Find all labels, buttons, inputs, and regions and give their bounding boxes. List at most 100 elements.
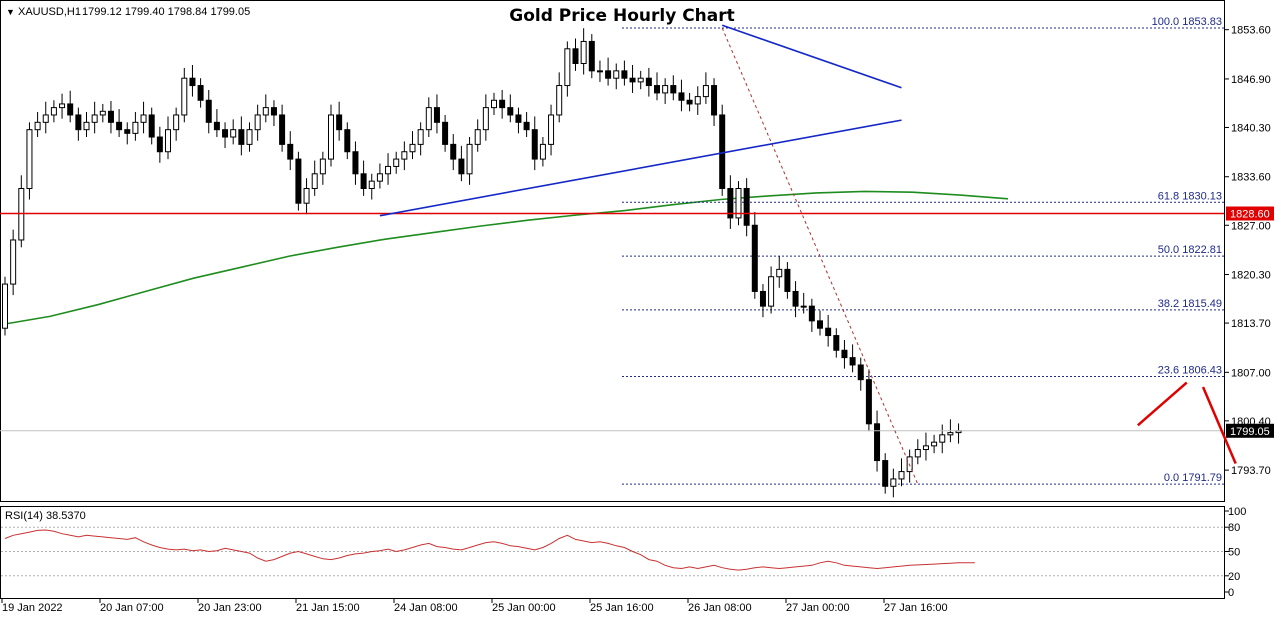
candle bbox=[694, 86, 701, 115]
rsi-tick-label: 20 bbox=[1228, 571, 1240, 583]
candle bbox=[344, 122, 351, 160]
candle bbox=[596, 60, 603, 82]
bear-candle-body bbox=[808, 305, 815, 322]
candle bbox=[817, 310, 823, 336]
dropdown-arrow-icon[interactable]: ▼ bbox=[6, 7, 15, 17]
time-tick-label: 26 Jan 08:00 bbox=[688, 602, 752, 614]
bull-candle-body bbox=[417, 129, 424, 145]
bear-candle-body bbox=[189, 77, 196, 87]
projection-lines bbox=[1137, 381, 1237, 464]
candle bbox=[499, 89, 506, 119]
candle bbox=[857, 357, 864, 391]
time-tick-label: 25 Jan 16:00 bbox=[590, 602, 654, 614]
candle bbox=[287, 131, 294, 171]
candle bbox=[458, 145, 465, 182]
bull-candle-body bbox=[409, 143, 416, 153]
bear-candle-body bbox=[295, 158, 302, 204]
bull-candle-body bbox=[548, 114, 555, 145]
time-tick-label: 27 Jan 16:00 bbox=[884, 602, 948, 614]
candle bbox=[654, 72, 660, 101]
candle bbox=[83, 112, 90, 138]
candle bbox=[621, 60, 628, 86]
candle bbox=[295, 151, 302, 211]
candle bbox=[955, 423, 962, 444]
bull-candle-body bbox=[91, 114, 98, 123]
candle bbox=[205, 89, 212, 134]
candle bbox=[385, 153, 392, 185]
candle bbox=[727, 175, 734, 229]
bull-candle-body bbox=[230, 129, 237, 138]
candle bbox=[743, 178, 750, 237]
bear-candle-body bbox=[874, 423, 881, 462]
bear-candle-body bbox=[107, 110, 114, 123]
bear-candle-body bbox=[857, 364, 864, 381]
time-tick-label: 19 Jan 2022 bbox=[2, 602, 63, 614]
price-pane bbox=[0, 0, 1225, 502]
candle bbox=[808, 298, 815, 332]
rsi-label: RSI(14) 38.5370 bbox=[5, 510, 86, 522]
candle bbox=[833, 328, 840, 358]
bull-candle-body bbox=[140, 114, 147, 123]
bear-candle-body bbox=[833, 335, 840, 351]
bull-candle-body bbox=[173, 114, 180, 131]
candle bbox=[588, 34, 595, 79]
fib-level-label: 100.0 1853.83 bbox=[1152, 16, 1222, 28]
candle bbox=[270, 100, 277, 126]
symbol-label: XAUUSD,H1 bbox=[18, 6, 81, 18]
bull-candle-body bbox=[947, 432, 954, 436]
fibonacci-swing-line bbox=[721, 27, 919, 485]
bear-candle-body bbox=[507, 107, 514, 116]
bull-candle-body bbox=[596, 70, 603, 73]
bear-candle-body bbox=[849, 357, 856, 366]
candle bbox=[165, 116, 171, 160]
bear-candle-body bbox=[588, 40, 595, 72]
candle bbox=[865, 369, 872, 432]
candle bbox=[939, 424, 946, 454]
bear-candle-body bbox=[270, 107, 277, 116]
candle bbox=[711, 78, 718, 126]
bull-candle-body bbox=[376, 173, 383, 182]
candle bbox=[637, 70, 644, 90]
candle bbox=[140, 101, 147, 134]
bull-candle-body bbox=[26, 129, 33, 189]
bull-candle-body bbox=[59, 103, 66, 109]
projection-line bbox=[1137, 381, 1188, 427]
resistance-price-label: 1828.60 bbox=[1230, 209, 1270, 221]
bear-candle-body bbox=[719, 114, 726, 189]
bull-candle-body bbox=[401, 151, 408, 160]
candle bbox=[825, 314, 832, 347]
candle bbox=[254, 104, 261, 141]
bull-candle-body bbox=[254, 114, 261, 131]
bear-candle-body bbox=[336, 114, 343, 131]
candle bbox=[759, 284, 766, 318]
bull-candle-body bbox=[482, 107, 489, 131]
bull-candle-body bbox=[303, 188, 310, 204]
bear-candle-body bbox=[287, 143, 294, 160]
bear-candle-body bbox=[882, 460, 889, 487]
candle bbox=[393, 151, 400, 174]
bear-candle-body bbox=[743, 188, 750, 226]
candle bbox=[678, 79, 685, 112]
candle bbox=[670, 75, 677, 101]
candle bbox=[784, 262, 791, 299]
candle bbox=[99, 103, 106, 123]
bear-candle-body bbox=[515, 114, 522, 123]
candle bbox=[466, 137, 473, 185]
bull-candle-body bbox=[50, 107, 57, 116]
bull-candle-body bbox=[491, 99, 497, 109]
rsi-axis: 100 80 50 20 0 bbox=[1, 506, 1246, 599]
candle bbox=[433, 94, 440, 134]
candle bbox=[425, 97, 432, 138]
bear-candle-body bbox=[792, 290, 799, 307]
candle bbox=[401, 141, 408, 171]
rsi-tick-label: 80 bbox=[1228, 522, 1240, 534]
bull-candle-body bbox=[83, 121, 90, 131]
fib-level-label: 0.0 1791.79 bbox=[1164, 472, 1222, 484]
bear-candle-body bbox=[148, 114, 155, 138]
candle bbox=[279, 104, 286, 152]
price-tick-label: 1840.30 bbox=[1231, 122, 1271, 134]
price-tick-label: 1846.90 bbox=[1231, 74, 1271, 86]
candlesticks bbox=[2, 28, 962, 498]
candle bbox=[629, 64, 636, 93]
